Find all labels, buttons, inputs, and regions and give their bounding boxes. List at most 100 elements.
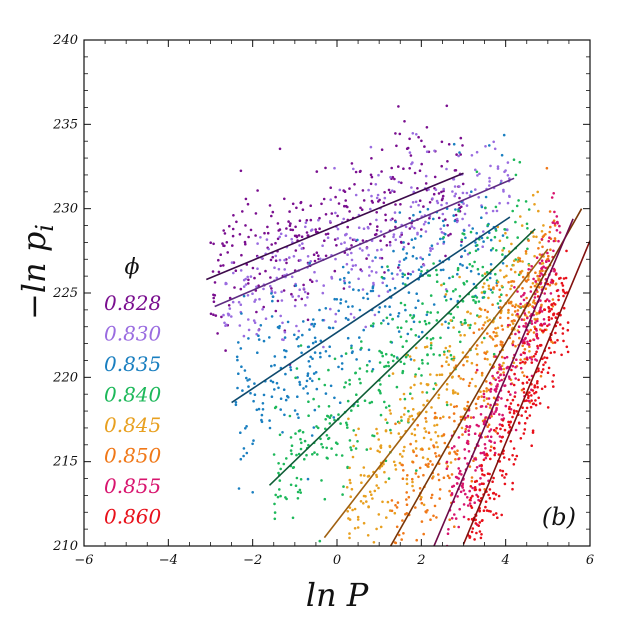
data-point-0.835 (339, 301, 342, 305)
data-point-0.830 (262, 287, 265, 291)
data-point-0.855 (475, 466, 479, 469)
data-point-0.860 (566, 321, 570, 324)
data-point-0.835 (311, 341, 315, 345)
data-point-0.860 (559, 276, 562, 280)
data-point-0.828 (444, 254, 447, 258)
data-point-0.845 (384, 418, 388, 421)
data-point-0.828 (322, 197, 326, 201)
data-point-0.830 (269, 284, 272, 288)
data-point-0.835 (410, 238, 414, 241)
data-point-0.845 (375, 484, 379, 487)
data-point-0.850 (500, 324, 504, 328)
data-point-0.845 (414, 346, 418, 350)
data-point-0.840 (420, 358, 424, 362)
data-point-0.830 (424, 230, 428, 233)
data-point-0.855 (466, 439, 469, 443)
data-point-0.855 (493, 388, 497, 391)
data-point-0.845 (373, 489, 377, 493)
data-point-0.855 (536, 346, 540, 350)
data-point-0.835 (270, 395, 274, 399)
data-point-0.840 (273, 511, 277, 514)
data-point-0.840 (356, 440, 359, 443)
data-point-0.855 (534, 321, 537, 324)
data-point-0.845 (470, 377, 474, 381)
data-point-0.850 (502, 371, 505, 374)
data-point-0.830 (364, 325, 368, 329)
data-point-0.840 (344, 352, 348, 355)
data-point-0.850 (480, 371, 484, 375)
data-point-0.828 (424, 182, 428, 185)
data-point-0.860 (517, 421, 521, 425)
data-point-0.855 (523, 337, 527, 341)
data-point-0.830 (415, 133, 418, 136)
data-point-0.835 (262, 393, 266, 397)
data-point-0.835 (283, 336, 287, 339)
data-point-0.835 (296, 412, 299, 416)
data-point-0.840 (330, 447, 333, 450)
data-point-0.835 (448, 276, 451, 280)
data-point-0.850 (495, 284, 499, 287)
data-point-0.845 (434, 383, 438, 387)
data-point-0.828 (241, 210, 244, 213)
data-point-0.828 (298, 219, 302, 222)
data-point-0.835 (340, 354, 343, 358)
data-point-0.860 (517, 378, 520, 382)
data-point-0.828 (255, 310, 258, 314)
data-point-0.860 (515, 410, 518, 413)
data-point-0.835 (255, 408, 259, 412)
data-point-0.860 (488, 496, 492, 500)
data-point-0.835 (293, 333, 296, 337)
data-point-0.828 (209, 312, 213, 316)
data-point-0.845 (483, 321, 487, 324)
data-point-0.840 (296, 490, 300, 494)
data-point-0.830 (461, 191, 465, 195)
data-point-0.828 (247, 235, 250, 239)
data-point-0.828 (389, 191, 392, 194)
data-point-0.850 (489, 445, 493, 449)
data-point-0.830 (461, 217, 464, 221)
data-point-0.828 (294, 298, 297, 302)
data-point-0.840 (340, 454, 344, 457)
data-point-0.840 (327, 405, 331, 408)
data-point-0.855 (489, 435, 493, 439)
data-point-0.840 (368, 401, 372, 405)
data-point-0.835 (417, 335, 421, 339)
data-point-0.860 (473, 538, 476, 541)
data-point-0.845 (362, 466, 366, 469)
data-point-0.828 (278, 147, 282, 151)
data-point-0.830 (502, 190, 505, 193)
data-point-0.830 (440, 231, 444, 234)
data-point-0.855 (548, 299, 551, 303)
data-point-0.830 (491, 209, 495, 213)
data-point-0.830 (422, 263, 426, 267)
data-point-0.830 (493, 147, 497, 151)
data-point-0.828 (254, 212, 258, 215)
data-point-0.850 (539, 328, 542, 331)
data-point-0.850 (426, 465, 429, 468)
data-point-0.840 (463, 318, 467, 322)
data-point-0.835 (489, 248, 493, 252)
data-point-0.840 (452, 316, 456, 319)
data-point-0.828 (216, 332, 219, 335)
data-point-0.855 (548, 236, 551, 239)
data-point-0.830 (222, 313, 225, 317)
data-point-0.845 (502, 361, 505, 365)
data-point-0.855 (540, 238, 544, 241)
data-point-0.845 (425, 420, 428, 423)
data-point-0.855 (547, 239, 550, 243)
data-point-0.845 (440, 373, 444, 377)
data-point-0.845 (394, 463, 397, 467)
data-point-0.835 (245, 425, 248, 428)
data-point-0.855 (527, 399, 531, 403)
data-point-0.830 (255, 332, 258, 336)
data-point-0.855 (503, 356, 507, 360)
data-point-0.840 (289, 483, 293, 487)
data-point-0.850 (513, 319, 516, 323)
data-point-0.828 (309, 278, 312, 282)
data-point-0.830 (321, 244, 324, 247)
data-point-0.828 (313, 259, 317, 263)
data-point-0.850 (432, 445, 436, 449)
data-point-0.835 (307, 360, 311, 363)
data-point-0.830 (427, 188, 430, 191)
data-point-0.840 (396, 326, 400, 329)
